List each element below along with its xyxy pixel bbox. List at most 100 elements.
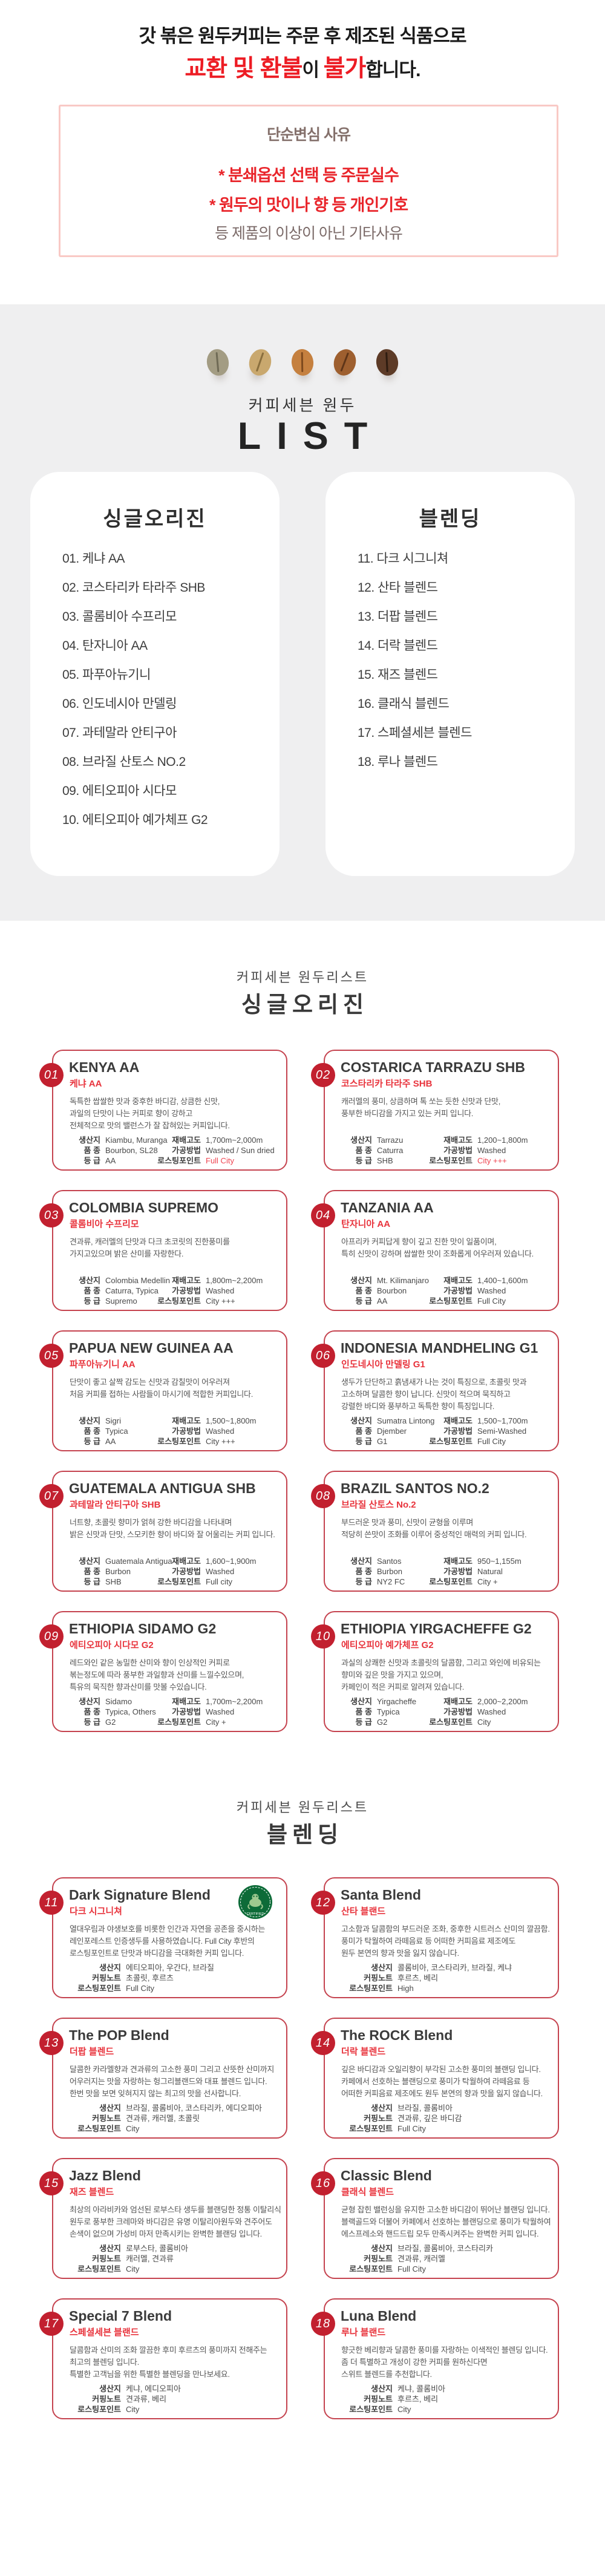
producer-label: 생산지 (350, 1697, 372, 1706)
producer-value: Kiambu, Muranga (105, 1136, 168, 1145)
producer-value: 케냐, 콜롬비아 (397, 2384, 445, 2393)
card-subtitle: 다크 시그니쳐 (70, 1906, 122, 1917)
roast-value: Full City (477, 1296, 506, 1306)
card-description: 달콤한 카라멜향과 견과류의 고소한 풍미 그리고 산뜻한 산미까지 어우러지는… (70, 2065, 275, 2098)
roast-label: 로스팅포인트 (77, 2124, 121, 2133)
card-title: Luna Blend (341, 2308, 417, 2324)
cupping-note-value: 견과류, 베리 (126, 2395, 167, 2404)
cupping-note-value: 견과류, 캐러멜 (397, 2254, 445, 2263)
cupping-note-value: 초콜릿, 후르츠 (126, 1973, 174, 1983)
green-bean-icon (204, 347, 231, 378)
variety-value: Bourbon, SL28 (105, 1146, 158, 1155)
origin-card-papua: 05 PAPUA NEW GUINEA AA 파푸아뉴기니 AA 단맛이 좋고 … (39, 1330, 287, 1451)
card-number-badge: 12 (311, 1891, 335, 1915)
roast-label: 로스팅포인트 (77, 1984, 121, 1993)
card-description: 단맛이 좋고 살짝 감도는 신맛과 감칠맛이 어우러져 처음 커피를 접하는 사… (70, 1378, 253, 1399)
rainforest-alliance-certified-badge-icon: CERTIFIED (238, 1885, 272, 1919)
card-description: 견과류, 캐러멜의 단맛과 다크 초코릿의 진한풍미를 가지고있으며 밝은 산미… (70, 1237, 230, 1258)
altitude-label: 재배고도 (172, 1276, 201, 1285)
grade-value: G2 (105, 1718, 116, 1727)
card-title: PAPUA NEW GUINEA AA (69, 1340, 234, 1356)
producer-value: Sumatra Lintong (377, 1416, 435, 1425)
card-details: 생산지 에티오피아, 우간다, 브라질 커핑노트 초콜릿, 후르츠 로스팅포인트 Fu… (65, 1963, 214, 1993)
card-subtitle: 과테말라 안티구아 SHB (70, 1500, 161, 1510)
card-subtitle: 파푸아뉴기니 AA (70, 1359, 136, 1370)
producer-value: Guatemala Antigua (105, 1557, 172, 1566)
producer-value: 브라질, 콜롬비아, 코스타리카 (397, 2244, 493, 2253)
variety-label: 품 종 (83, 1286, 100, 1295)
process-label: 가공방법 (172, 1286, 201, 1295)
producer-label: 생산지 (371, 2104, 393, 2113)
process-label: 가공방법 (443, 1146, 473, 1155)
card-number-badge: 14 (311, 2031, 335, 2055)
altitude-label: 재배고도 (172, 1557, 201, 1566)
variety-value: Burbon (377, 1567, 402, 1576)
cupping-note-label: 커핑노트 (92, 2395, 121, 2404)
producer-value: Sigri (105, 1416, 122, 1425)
altitude-label: 재배고도 (443, 1557, 473, 1566)
process-value: Washed (477, 1146, 506, 1155)
card-title: Classic Blend (341, 2168, 432, 2183)
blending-cards-grid: 11 Dark Signature Blend 다크 시그니쳐 CERTIFIE… (39, 1877, 559, 2419)
origin-section-eyebrow: 커피세븐 원두리스트 (236, 970, 369, 985)
roast-label: 로스팅포인트 (77, 2264, 121, 2274)
cupping-note-value: 후르츠, 베리 (397, 2395, 439, 2404)
card-details: 생산지 콜롬비아, 코스타리카, 브라질, 케냐 커핑노트 후르츠, 베리 로스팅포… (337, 1963, 512, 1993)
card-title: BRAZIL SANTOS NO.2 (341, 1480, 489, 1496)
producer-label: 생산지 (79, 1557, 100, 1566)
card-number-badge: 10 (311, 1624, 335, 1649)
list-item: 02. 코스타리카 타라주 SHB (62, 581, 205, 595)
refund-notice-line2: 교환 및 환불이 불가합니다. (0, 50, 605, 83)
process-label: 가공방법 (443, 1286, 473, 1295)
origin-card-guatemala: 07 GUATEMALA ANTIGUA SHB 과테말라 안티구아 SHB 너… (39, 1471, 287, 1592)
roast-label: 로스팅포인트 (429, 1437, 473, 1446)
roast-value: City (126, 2264, 140, 2274)
variety-value: Typica (377, 1707, 400, 1716)
card-subtitle: 코스타리카 타라주 SHB (341, 1079, 433, 1089)
producer-value: Sidamo (105, 1697, 132, 1706)
single-origin-list-title: 싱글오리진 (103, 508, 207, 531)
svg-text:CERTIFIED: CERTIFIED (247, 1912, 264, 1916)
medium-dark-roast-bean-icon (330, 346, 359, 379)
producer-label: 생산지 (350, 1136, 372, 1145)
grade-label: 등 급 (355, 1577, 372, 1586)
process-label: 가공방법 (172, 1707, 201, 1716)
roast-label: 로스팅포인트 (157, 1437, 201, 1446)
process-label: 가공방법 (443, 1427, 473, 1436)
list-item: 18. 루나 블렌드 (358, 755, 438, 769)
origin-section-title: 싱글오리진 (241, 992, 369, 1017)
grade-value: NY2 FC (377, 1577, 405, 1586)
card-number-badge: 15 (39, 2171, 64, 2195)
card-subtitle: 탄자니아 AA (341, 1219, 391, 1229)
roast-value: City (477, 1718, 491, 1727)
altitude-label: 재배고도 (443, 1697, 473, 1706)
variety-label: 품 종 (355, 1427, 372, 1436)
producer-label: 생산지 (99, 2244, 121, 2253)
process-value: Natural (477, 1567, 503, 1576)
roast-label: 로스팅포인트 (349, 2405, 393, 2414)
producer-label: 생산지 (79, 1276, 100, 1285)
card-number-badge: 06 (311, 1344, 335, 1368)
roast-label: 로스팅포인트 (77, 2405, 121, 2414)
process-label: 가공방법 (443, 1567, 473, 1576)
producer-label: 생산지 (350, 1416, 372, 1425)
notice-box-title: 단순변심 사유 (267, 126, 351, 143)
cupping-note-value: 후르츠, 베리 (397, 1973, 439, 1983)
altitude-value: 1,700m~2,000m (206, 1136, 263, 1145)
card-title: INDONESIA MANDHELING G1 (341, 1340, 538, 1356)
roast-value: City + (206, 1718, 226, 1727)
card-description: 고소함과 달콤함의 부드러운 조화, 중후한 시트러스 산미의 깔끔함. 풍미가… (341, 1924, 550, 1958)
card-number-badge: 01 (39, 1063, 64, 1087)
card-title: Jazz Blend (69, 2168, 141, 2183)
process-label: 가공방법 (443, 1707, 473, 1716)
variety-label: 품 종 (83, 1707, 100, 1716)
cupping-note-label: 커핑노트 (92, 2254, 121, 2263)
blend-card-the-rock: 14 The ROCK Blend 더락 블렌드 깊은 바디감과 오일리향이 부… (311, 2018, 559, 2139)
producer-value: 에티오피아, 우간다, 브라질 (126, 1963, 215, 1972)
producer-label: 생산지 (99, 2104, 121, 2113)
blend-card-special-7: 17 Special 7 Blend 스페셜세븐 블랜드 달콤함과 산미의 조화… (39, 2298, 287, 2419)
producer-value: Santos (377, 1557, 402, 1566)
blending-list: 11. 다크 시그니쳐 12. 산타 블렌드 13. 더팝 블렌드 14. 더락… (358, 544, 472, 777)
roast-value: City + (477, 1577, 498, 1586)
